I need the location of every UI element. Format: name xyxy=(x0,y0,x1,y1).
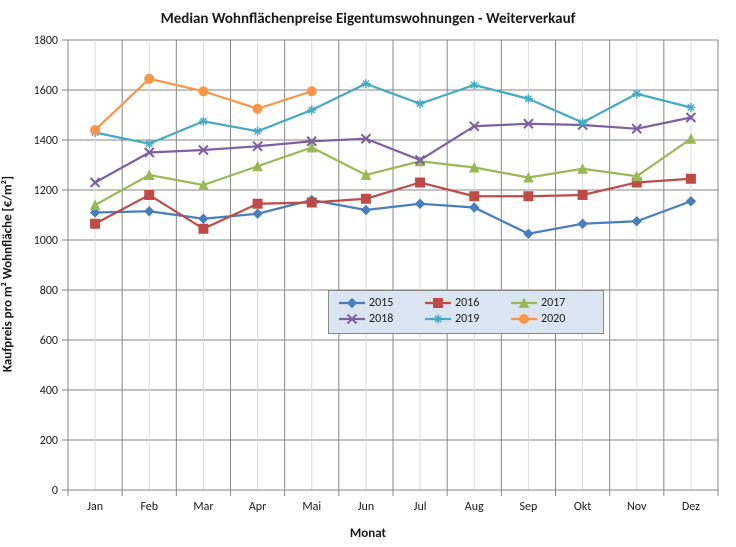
svg-text:1600: 1600 xyxy=(34,84,58,98)
svg-text:Feb: Feb xyxy=(140,500,158,514)
chart-container: Median Wohnflächenpreise Eigentumswohnun… xyxy=(0,0,736,547)
legend-item-2018: 2018 xyxy=(339,312,421,326)
svg-text:Jun: Jun xyxy=(358,500,374,514)
legend-item-2015: 2015 xyxy=(339,296,421,310)
legend-item-2020: 2020 xyxy=(511,312,593,326)
legend-label: 2015 xyxy=(369,296,393,310)
legend: 2015 2016 2017 2018 2019 2020 xyxy=(328,290,604,334)
svg-text:1400: 1400 xyxy=(34,134,58,148)
y-axis-label: Kaufpreis pro m² Wohnfläche [€/m²] xyxy=(1,175,16,371)
legend-item-2017: 2017 xyxy=(511,296,593,310)
legend-label: 2020 xyxy=(541,312,565,326)
chart-title: Median Wohnflächenpreise Eigentumswohnun… xyxy=(0,10,736,28)
svg-text:1000: 1000 xyxy=(34,234,58,248)
svg-text:Apr: Apr xyxy=(249,500,266,514)
svg-text:Sep: Sep xyxy=(520,500,538,514)
svg-text:Mai: Mai xyxy=(302,500,321,514)
svg-text:400: 400 xyxy=(40,384,58,398)
legend-item-2019: 2019 xyxy=(425,312,507,326)
svg-text:200: 200 xyxy=(40,434,58,448)
svg-text:Mar: Mar xyxy=(193,500,213,514)
svg-text:0: 0 xyxy=(52,484,58,498)
svg-text:800: 800 xyxy=(40,284,58,298)
svg-text:Dez: Dez xyxy=(682,500,700,514)
legend-item-2016: 2016 xyxy=(425,296,507,310)
svg-text:1800: 1800 xyxy=(34,34,58,48)
svg-text:Aug: Aug xyxy=(465,500,484,514)
legend-label: 2017 xyxy=(541,296,565,310)
svg-text:Jul: Jul xyxy=(414,500,427,514)
legend-label: 2016 xyxy=(455,296,479,310)
svg-text:600: 600 xyxy=(40,334,58,348)
legend-label: 2018 xyxy=(369,312,393,326)
svg-text:Nov: Nov xyxy=(627,500,647,514)
svg-text:Jan: Jan xyxy=(87,500,103,514)
svg-text:1200: 1200 xyxy=(34,184,58,198)
plot-area: 020040060080010001200140016001800JanFebM… xyxy=(68,40,718,490)
legend-label: 2019 xyxy=(455,312,479,326)
svg-text:Okt: Okt xyxy=(574,500,591,514)
